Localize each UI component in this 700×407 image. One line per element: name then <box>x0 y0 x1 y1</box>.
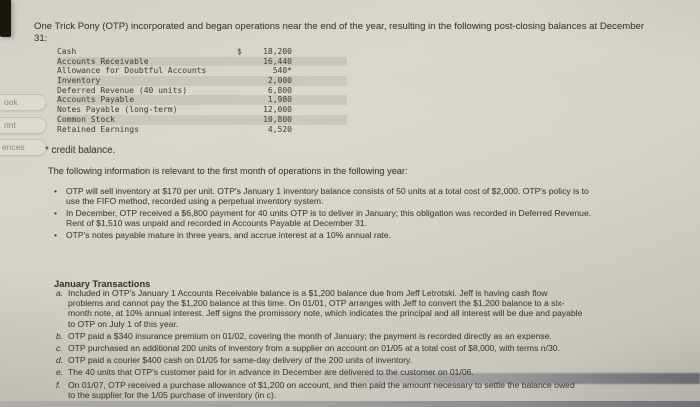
currency-spacer <box>237 95 252 105</box>
account-name: Retained Earnings <box>57 124 139 134</box>
bullet-text: In December, OTP received a $6,800 payme… <box>66 207 592 229</box>
transaction-letter: d. <box>56 355 64 366</box>
intro-paragraph: One Trick Pony (OTP) incorporated and be… <box>34 20 645 45</box>
account-amount: 10,800 <box>263 114 292 124</box>
bullet-item: • OTP will sell inventory at $170 per un… <box>54 186 594 207</box>
currency-spacer <box>237 86 252 96</box>
transaction-letter: e. <box>56 367 64 378</box>
bullet-marker: • <box>54 186 58 196</box>
table-row: Cash $ 18,200 <box>57 47 347 57</box>
sidebar-button-references-label: ences <box>2 142 25 152</box>
sidebar-button-ebook[interactable]: ook <box>0 94 47 111</box>
table-row: Accounts Payable 1,980 <box>57 95 347 106</box>
table-row: Accounts Receivable 16,440 <box>57 56 347 67</box>
account-amount: 4,520 <box>267 124 292 134</box>
bullet-text: OTP will sell inventory at $170 per unit… <box>66 186 589 207</box>
account-amount: 16,440 <box>263 56 292 66</box>
currency-spacer <box>237 76 252 86</box>
table-row: Retained Earnings 4,520 <box>57 125 347 135</box>
currency-symbol: $ <box>237 47 242 56</box>
currency-spacer <box>237 57 252 67</box>
transaction-letter: f. <box>56 379 61 390</box>
transaction-item: b. OTP paid a $340 insurance premium on … <box>56 331 584 341</box>
bullet-marker: • <box>54 229 58 240</box>
bullet-item: • In December, OTP received a $6,800 pay… <box>54 208 594 229</box>
transaction-text: Included in OTP's January 1 Accounts Rec… <box>68 288 583 329</box>
account-name: Common Stock <box>57 114 115 124</box>
account-name: Accounts Payable <box>57 95 135 105</box>
sidebar-button-references[interactable]: ences <box>0 139 47 156</box>
table-row: Inventory 2,000 <box>57 76 347 86</box>
post-closing-balances-table: Cash $ 18,200 Accounts Receivable 16,440… <box>57 47 347 134</box>
transaction-item: a. Included in OTP's January 1 Accounts … <box>56 288 584 329</box>
transaction-text: OTP purchased an additional 200 units of… <box>68 343 560 354</box>
account-amount: 1,980 <box>267 95 292 105</box>
transaction-item: e. The 40 units that OTP's customer paid… <box>56 367 584 377</box>
table-row: Notes Payable (long-term) 12,000 <box>57 105 347 115</box>
transaction-item: d. OTP paid a courier $400 cash on 01/05… <box>56 355 584 365</box>
transaction-item: c. OTP purchased an additional 200 units… <box>56 343 584 353</box>
account-name: Accounts Receivable <box>57 56 149 66</box>
account-amount: 2,000 <box>267 76 292 86</box>
account-amount: 12,000 <box>263 105 292 115</box>
transaction-text: The 40 units that OTP's customer paid fo… <box>68 367 474 378</box>
transaction-item: f. On 01/07, OTP received a purchase all… <box>56 380 584 400</box>
currency-spacer <box>237 115 252 125</box>
transaction-letter: a. <box>56 288 64 298</box>
account-name: Inventory <box>57 76 101 86</box>
sidebar-button-print[interactable]: rint <box>0 117 47 134</box>
bullet-item: • OTP's notes payable mature in three ye… <box>54 230 594 240</box>
account-amount: 540* <box>272 66 292 76</box>
account-name: Allowance for Doubtful Accounts <box>57 66 207 76</box>
account-amount: 6,800 <box>267 85 292 95</box>
info-bullet-list: • OTP will sell inventory at $170 per un… <box>54 186 594 241</box>
credit-balance-footnote: * credit balance. <box>45 144 116 156</box>
account-amount: 18,200 <box>263 47 292 56</box>
bullet-text: OTP's notes payable mature in three year… <box>66 229 392 240</box>
currency-spacer <box>237 125 252 135</box>
account-name: Notes Payable (long-term) <box>57 105 178 115</box>
sidebar-button-print-label: rint <box>4 120 16 130</box>
table-row: Deferred Revenue (40 units) 6,800 <box>57 86 347 96</box>
sidebar-button-ebook-label: ook <box>4 97 18 107</box>
bullet-marker: • <box>54 207 58 218</box>
transaction-list: a. Included in OTP's January 1 Accounts … <box>56 288 584 402</box>
info-lead: The following information is relevant to… <box>48 166 408 177</box>
january-transactions-heading: January Transactions <box>54 278 151 290</box>
transaction-text: On 01/07, OTP received a purchase allowa… <box>68 379 575 400</box>
account-name: Cash <box>57 47 77 56</box>
table-row: Common Stock 10,800 <box>57 114 347 125</box>
transaction-text: OTP paid a $340 insurance premium on 01/… <box>68 330 552 341</box>
transaction-letter: c. <box>56 343 63 354</box>
table-row: Allowance for Doubtful Accounts 540* <box>57 66 347 76</box>
account-name: Deferred Revenue (40 units) <box>57 85 188 95</box>
transaction-text: OTP paid a courier $400 cash on 01/05 fo… <box>68 355 413 366</box>
currency-spacer <box>237 66 252 76</box>
dark-corner-bar <box>0 0 11 37</box>
currency-spacer <box>237 105 252 115</box>
transaction-letter: b. <box>56 330 64 341</box>
